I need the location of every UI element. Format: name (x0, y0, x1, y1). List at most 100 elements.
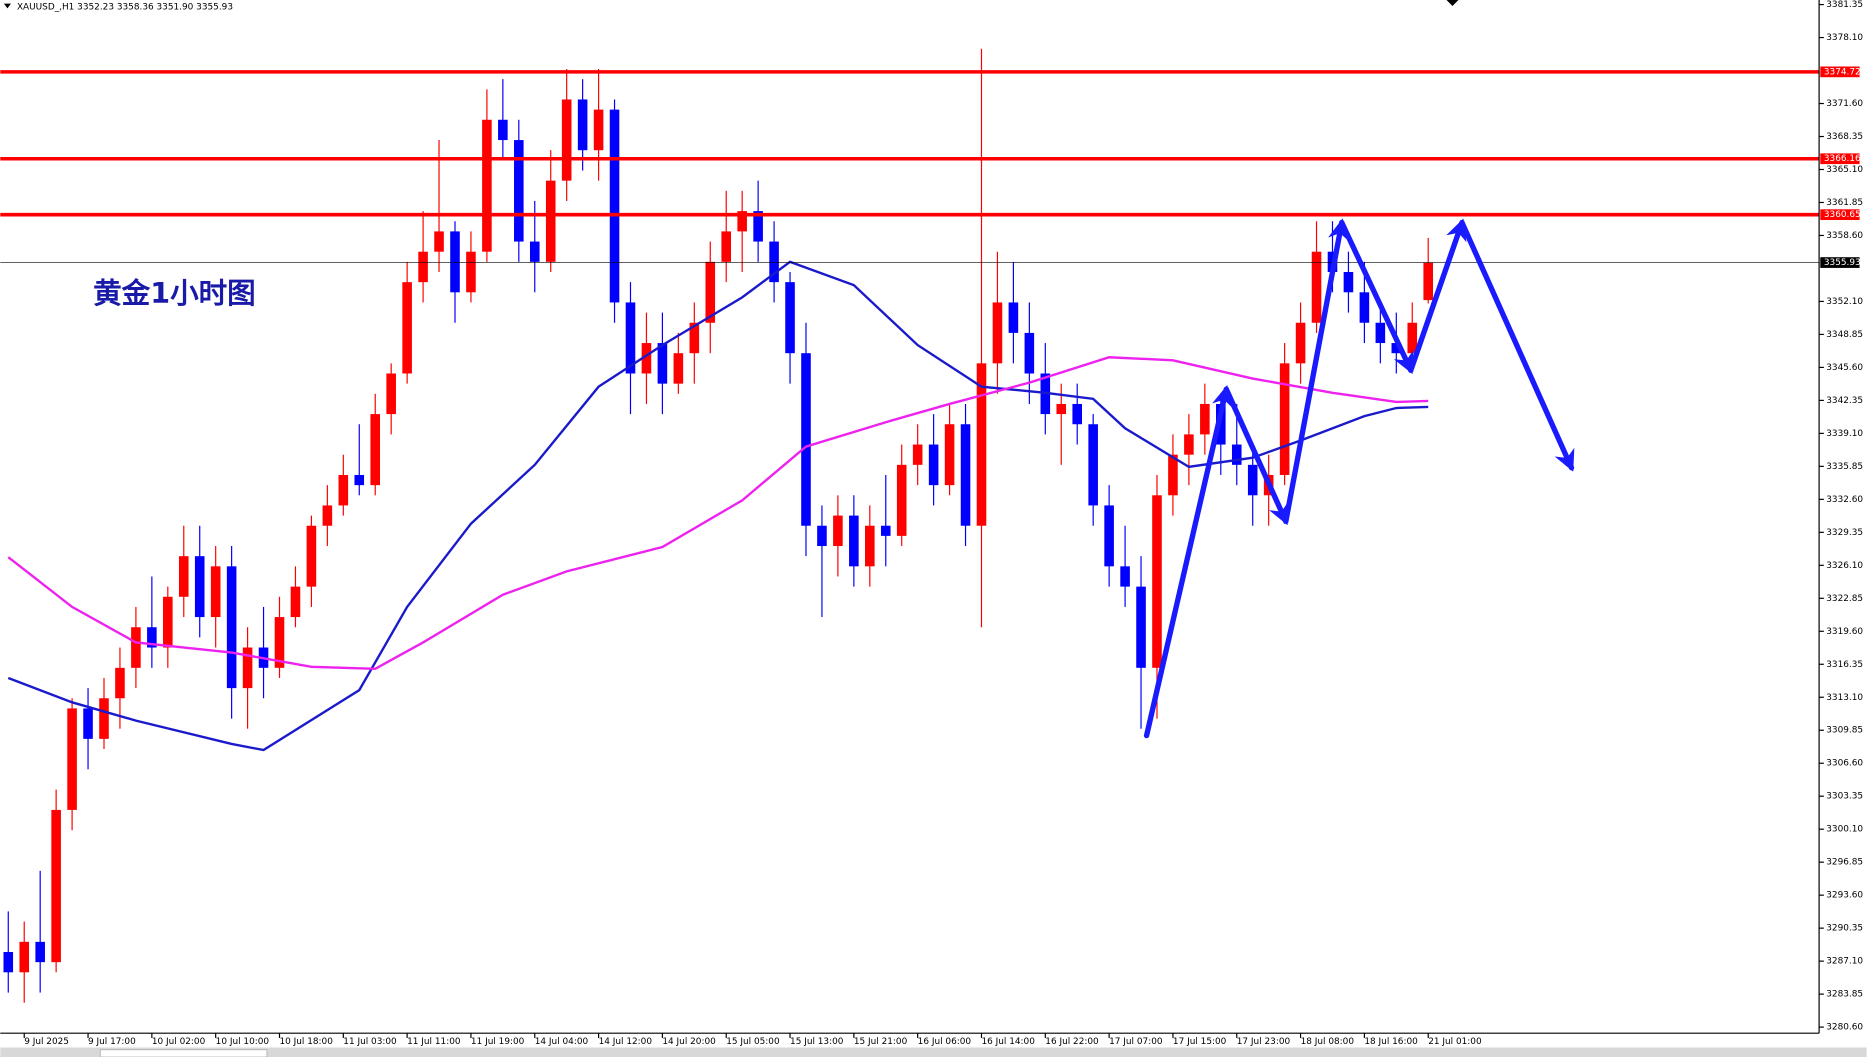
x-tick-label: 9 Jul 17:00 (88, 1037, 136, 1047)
candle-body (912, 444, 923, 465)
candle-body (976, 363, 987, 526)
y-tick-label: 3358.60 (1826, 231, 1863, 241)
y-tick-label: 3313.10 (1826, 693, 1863, 703)
candle-body (482, 119, 492, 252)
candle-body (51, 809, 61, 963)
candle-body (1088, 424, 1098, 506)
candle-body (1231, 444, 1242, 465)
y-tick-label: 3319.60 (1826, 627, 1863, 637)
arrow (1283, 218, 1350, 525)
y-tick-label: 3345.60 (1826, 363, 1863, 373)
candle-body (514, 140, 524, 242)
candle-body (194, 556, 205, 618)
candle-body (1375, 322, 1386, 344)
candle-body (753, 211, 763, 242)
x-tick-label: 14 Jul 20:00 (662, 1037, 716, 1047)
x-tick-label: 17 Jul 15:00 (1173, 1037, 1227, 1047)
y-tick-label: 3316.35 (1826, 660, 1863, 670)
candle-body (1359, 292, 1370, 323)
x-tick-label: 18 Jul 08:00 (1301, 1037, 1355, 1047)
candle-body (1247, 464, 1258, 496)
candle-body (1311, 251, 1322, 323)
level-label: 3360.65 (1824, 210, 1861, 220)
level-label-bg (1820, 153, 1860, 165)
y-tick-label: 3348.85 (1826, 330, 1863, 340)
y-tick-label: 3287.10 (1826, 957, 1863, 967)
candle-body (99, 698, 109, 739)
x-tick-label: 16 Jul 14:00 (981, 1037, 1035, 1047)
candle-body (3, 951, 14, 973)
y-tick-label: 3352.10 (1826, 297, 1863, 307)
x-tick-label: 11 Jul 03:00 (343, 1037, 397, 1047)
x-tick-label: 16 Jul 22:00 (1045, 1037, 1099, 1047)
candle-body (1184, 434, 1194, 455)
x-tick-label: 10 Jul 10:00 (216, 1037, 270, 1047)
y-tick-label: 3309.85 (1826, 726, 1863, 736)
y-tick-label: 3306.60 (1826, 759, 1863, 769)
y-tick-label: 3381.35 (1826, 0, 1863, 10)
y-tick-label: 3365.10 (1826, 165, 1863, 175)
annotation: 黄金1小时图 (93, 276, 256, 310)
candle-body (1072, 403, 1083, 425)
candle-body (35, 941, 45, 963)
candle-body (1136, 586, 1146, 668)
ma-line (7, 260, 1429, 752)
x-tick-label: 14 Jul 12:00 (599, 1037, 653, 1047)
ma-line (7, 356, 1429, 671)
candle-body (705, 261, 716, 323)
level-label-bg (1820, 209, 1860, 221)
candle-body (769, 241, 779, 283)
y-tick-label: 3335.85 (1826, 462, 1863, 472)
y-tick-label: 3342.35 (1826, 396, 1863, 406)
candle-body (1391, 343, 1402, 354)
candle-body (928, 444, 939, 486)
candle-body (545, 180, 556, 262)
candle-body (402, 282, 412, 374)
x-tick-label: 10 Jul 02:00 (152, 1037, 206, 1047)
candle-body (1343, 271, 1354, 293)
y-tick-label: 3371.60 (1826, 99, 1863, 109)
candle-body (370, 414, 381, 486)
candle-body (529, 241, 540, 262)
y-tick-label: 3293.60 (1826, 891, 1863, 901)
candle-body (577, 99, 588, 151)
x-tick-label: 9 Jul 2025 (24, 1037, 69, 1047)
x-tick-label: 10 Jul 18:00 (279, 1037, 333, 1047)
x-tick-label: 18 Jul 16:00 (1364, 1037, 1418, 1047)
candle-body (163, 596, 173, 648)
candle-body (737, 211, 747, 232)
y-tick-label: 3361.85 (1826, 198, 1863, 208)
candle-body (785, 282, 795, 354)
candle-body (306, 525, 317, 587)
symbol-icon (3, 3, 12, 9)
price-label-bg (1820, 257, 1860, 268)
candle-body (1120, 566, 1130, 587)
candle-body (242, 647, 253, 689)
y-tick-label: 3322.85 (1826, 594, 1863, 604)
y-tick-label: 3378.10 (1826, 33, 1863, 43)
y-tick-label: 3368.35 (1826, 132, 1863, 142)
level-label: 3374.72 (1824, 67, 1861, 77)
arrow (1459, 219, 1575, 472)
candle-body (1295, 322, 1306, 364)
candle-body (498, 119, 508, 141)
candle-body (1200, 403, 1210, 435)
candle-body (466, 251, 476, 293)
candle-body (178, 556, 189, 597)
candle-body (625, 302, 636, 374)
candle-body (131, 627, 141, 668)
arrow (1143, 385, 1233, 739)
candle-body (1008, 302, 1019, 333)
candle-body (689, 322, 700, 354)
x-tick-label: 14 Jul 04:00 (535, 1037, 589, 1047)
candle-body (115, 667, 125, 699)
candle-body (1423, 262, 1433, 301)
candle-body (1152, 495, 1162, 668)
candle-body (880, 525, 891, 536)
candle-body (849, 515, 859, 567)
y-tick-label: 3339.10 (1826, 429, 1863, 439)
candle-body (322, 505, 333, 526)
x-tick-label: 11 Jul 11:00 (407, 1037, 461, 1047)
arrow (1339, 219, 1414, 375)
